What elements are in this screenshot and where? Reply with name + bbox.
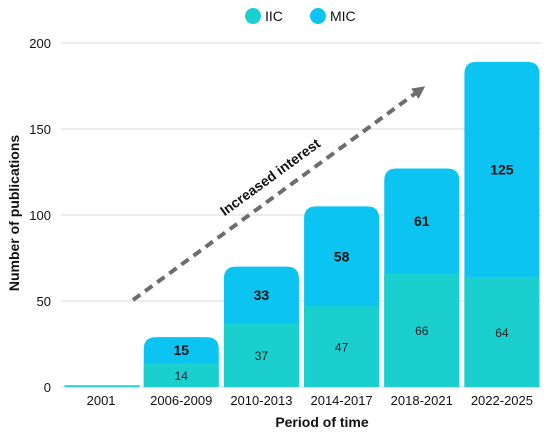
data-label-mic: 61 [414,213,430,229]
x-tick-label: 2001 [87,393,116,408]
bar-iic-2014-2017 [304,306,380,387]
bar-iic-2001 [64,385,140,387]
y-axis-label: Number of publications [6,135,22,292]
data-label-iic: 64 [495,326,509,340]
data-label-iic: 37 [255,349,269,363]
x-tick-label: 2018-2021 [391,393,453,408]
data-label-iic: 14 [175,369,189,383]
data-label-iic: 66 [415,324,429,338]
y-axis-ticks: 0 50 100 150 200 [29,36,51,395]
annotation-text: Increased interest [217,135,323,219]
legend-swatch-mic [310,8,326,24]
data-label-mic: 58 [334,248,350,264]
y-tick-label: 50 [37,294,51,309]
y-tick-label: 150 [29,122,51,137]
data-label-mic: 125 [490,161,514,177]
x-axis-ticks: 2001 2006-2009 2010-2013 2014-2017 2018-2021… [87,393,533,408]
legend-label-mic: MIC [330,8,356,24]
data-label-iic: 47 [335,341,349,355]
x-tick-label: 2022-2025 [471,393,533,408]
legend: IIC MIC [245,8,356,24]
bar-iic-2010-2013 [223,323,299,387]
y-tick-label: 0 [44,380,51,395]
y-tick-label: 100 [29,208,51,223]
x-tick-label: 2014-2017 [310,393,372,408]
x-tick-label: 2010-2013 [230,393,292,408]
bar-iic-2018-2021 [384,273,460,387]
gridlines [61,42,542,388]
bar-iic-2022-2025 [464,276,540,387]
bars [64,61,540,388]
legend-swatch-iic [245,8,261,24]
legend-label-iic: IIC [265,8,283,24]
data-label-mic: 15 [173,342,189,358]
data-labels: 14 15 37 33 47 58 66 61 64 125 [173,161,513,383]
data-label-mic: 33 [254,287,270,303]
x-axis-label: Period of time [275,414,369,430]
x-tick-label: 2006-2009 [150,393,212,408]
bar-iic-2006-2009 [143,362,219,387]
y-tick-label: 200 [29,36,51,51]
